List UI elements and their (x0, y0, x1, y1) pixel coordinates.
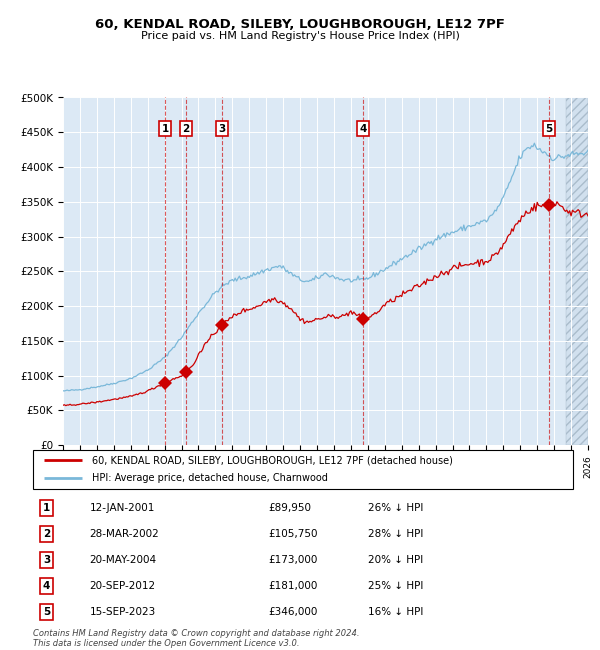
Bar (566, 98, 588, 445)
Text: 20% ↓ HPI: 20% ↓ HPI (368, 555, 423, 566)
Text: 2: 2 (182, 124, 190, 134)
Text: 16% ↓ HPI: 16% ↓ HPI (368, 607, 423, 618)
Text: 26% ↓ HPI: 26% ↓ HPI (368, 503, 423, 514)
Text: 28% ↓ HPI: 28% ↓ HPI (368, 529, 423, 539)
Bar (566, 98, 588, 445)
Text: £89,950: £89,950 (268, 503, 311, 514)
Text: £105,750: £105,750 (268, 529, 317, 539)
Text: 3: 3 (43, 555, 50, 566)
Text: 5: 5 (43, 607, 50, 618)
FancyBboxPatch shape (33, 450, 573, 489)
Text: 4: 4 (43, 581, 50, 592)
Text: HPI: Average price, detached house, Charnwood: HPI: Average price, detached house, Char… (92, 473, 328, 483)
Text: 1: 1 (43, 503, 50, 514)
Text: 2: 2 (43, 529, 50, 539)
Text: 28-MAR-2002: 28-MAR-2002 (90, 529, 160, 539)
Text: £346,000: £346,000 (268, 607, 317, 618)
Text: 20-MAY-2004: 20-MAY-2004 (90, 555, 157, 566)
Text: 4: 4 (359, 124, 367, 134)
Text: Price paid vs. HM Land Registry's House Price Index (HPI): Price paid vs. HM Land Registry's House … (140, 31, 460, 41)
Text: 12-JAN-2001: 12-JAN-2001 (90, 503, 155, 514)
Text: 3: 3 (218, 124, 226, 134)
Text: £181,000: £181,000 (268, 581, 317, 592)
Text: 60, KENDAL ROAD, SILEBY, LOUGHBOROUGH, LE12 7PF: 60, KENDAL ROAD, SILEBY, LOUGHBOROUGH, L… (95, 18, 505, 31)
Text: 20-SEP-2012: 20-SEP-2012 (90, 581, 156, 592)
Text: 15-SEP-2023: 15-SEP-2023 (90, 607, 156, 618)
Text: 25% ↓ HPI: 25% ↓ HPI (368, 581, 423, 592)
Text: 60, KENDAL ROAD, SILEBY, LOUGHBOROUGH, LE12 7PF (detached house): 60, KENDAL ROAD, SILEBY, LOUGHBOROUGH, L… (92, 456, 453, 465)
Text: £173,000: £173,000 (268, 555, 317, 566)
Text: Contains HM Land Registry data © Crown copyright and database right 2024.
This d: Contains HM Land Registry data © Crown c… (33, 629, 359, 648)
Text: 5: 5 (545, 124, 553, 134)
Text: 1: 1 (161, 124, 169, 134)
